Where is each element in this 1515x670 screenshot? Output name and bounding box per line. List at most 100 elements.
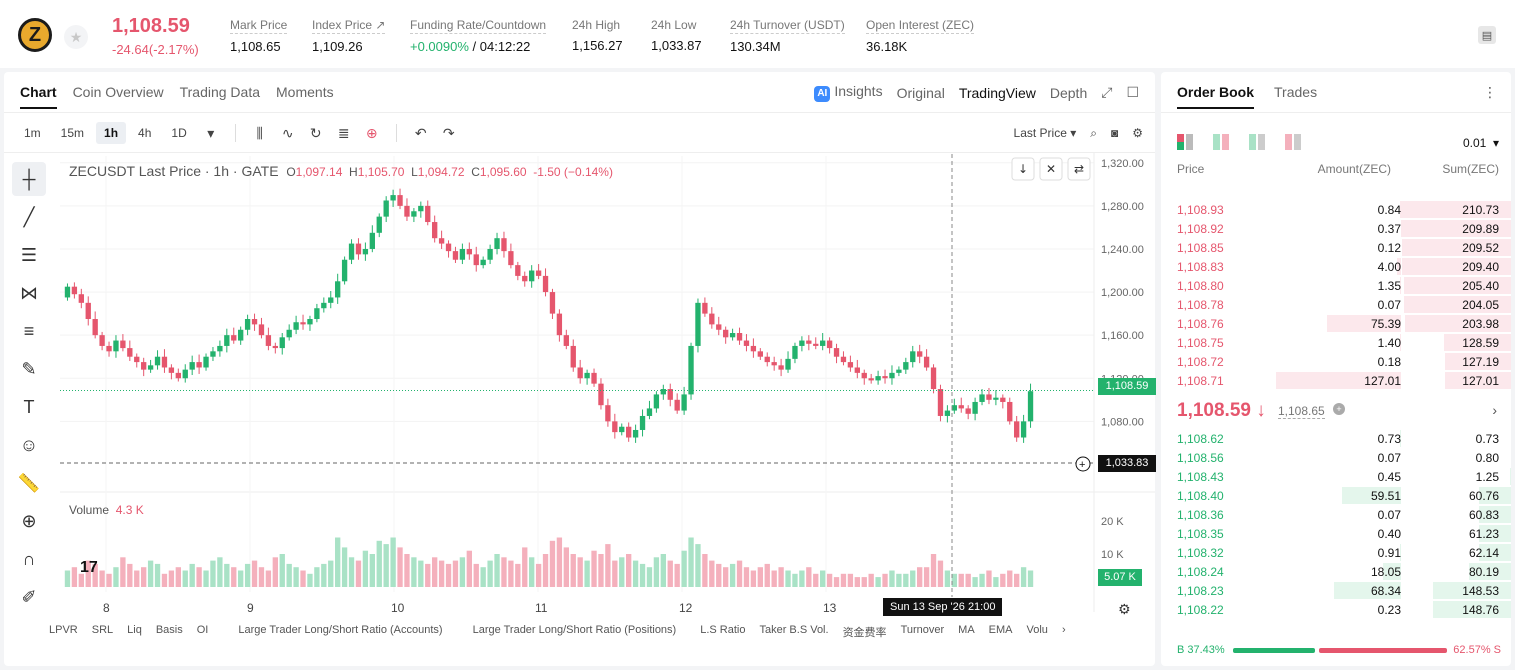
tab-moments[interactable]: Moments: [276, 84, 334, 100]
view-depth[interactable]: Depth: [1049, 84, 1088, 101]
tf-1m[interactable]: 1m: [24, 126, 41, 140]
popout-icon[interactable]: ☐: [1126, 84, 1139, 100]
redo-icon[interactable]: ↷: [442, 124, 455, 141]
candle: [681, 394, 687, 411]
replay-icon[interactable]: ↻: [309, 124, 322, 141]
tab-chart[interactable]: Chart: [20, 84, 57, 109]
volume-bar: [272, 557, 278, 587]
tab-trading-data[interactable]: Trading Data: [179, 84, 261, 100]
text-icon[interactable]: T: [23, 396, 35, 417]
ask-row[interactable]: 1,108.92 0.37 209.89: [1161, 219, 1511, 238]
horizontal-lines-icon[interactable]: ☰: [20, 244, 38, 265]
view-split-icon[interactable]: [1213, 134, 1229, 150]
candle: [709, 313, 715, 325]
ask-row[interactable]: 1,108.93 0.84 210.73: [1161, 200, 1511, 219]
insights-button[interactable]: AI Insights: [814, 83, 883, 102]
undo-icon[interactable]: ↶: [414, 124, 427, 141]
stat-index-price[interactable]: Index Price ↗ 1,109.26: [312, 18, 386, 54]
order-amount: 0.12: [1377, 241, 1401, 255]
ind-oi[interactable]: OI: [196, 624, 209, 636]
bid-row[interactable]: 1,108.35 0.40 61.23: [1161, 524, 1511, 543]
ind-ls-accounts[interactable]: Large Trader Long/Short Ratio (Accounts): [238, 624, 443, 636]
pattern-icon[interactable]: ⋈: [20, 282, 38, 303]
ind-ma[interactable]: MA: [958, 624, 975, 636]
price-chart[interactable]: 1,320.00 1,280.00 1,240.00 1,200.00 1,160.00…: [4, 72, 1155, 666]
bid-row[interactable]: 1,108.40 59.51 60.76: [1161, 486, 1511, 505]
fib-icon[interactable]: ≡: [23, 320, 35, 341]
ask-row[interactable]: 1,108.76 75.39 203.98: [1161, 314, 1511, 333]
x-tick-label: 10: [391, 601, 405, 615]
ind-basis[interactable]: Basis: [155, 624, 183, 636]
volume-bar: [639, 563, 646, 587]
bid-row[interactable]: 1,108.62 0.73 0.73: [1161, 429, 1511, 448]
tf-4h[interactable]: 4h: [138, 126, 152, 140]
view-asks-icon[interactable]: [1285, 134, 1301, 150]
add-alert-icon[interactable]: ⊕: [365, 124, 378, 141]
crosshair-icon[interactable]: ┼: [12, 162, 46, 196]
search-icon[interactable]: ⌕: [1090, 125, 1097, 140]
volume-bar: [480, 567, 486, 587]
bid-row[interactable]: 1,108.43 0.45 1.25: [1161, 467, 1511, 486]
tf-1d[interactable]: 1D: [171, 126, 187, 140]
tf-1h[interactable]: 1h: [96, 122, 127, 144]
ask-row[interactable]: 1,108.71 127.01 127.01: [1161, 371, 1511, 390]
ind-ls-positions[interactable]: Large Trader Long/Short Ratio (Positions…: [472, 624, 677, 636]
pencil-icon[interactable]: ✐: [21, 586, 37, 607]
bid-row[interactable]: 1,108.22 0.23 148.76: [1161, 600, 1511, 619]
ask-row[interactable]: 1,108.72 0.18 127.19: [1161, 352, 1511, 371]
volume-bar: [411, 557, 417, 587]
view-tradingview[interactable]: TradingView: [958, 84, 1036, 101]
view-bids-icon[interactable]: [1249, 134, 1265, 150]
ask-row[interactable]: 1,108.75 1.40 128.59: [1161, 333, 1511, 352]
view-both-icon[interactable]: [1177, 134, 1193, 150]
emoji-icon[interactable]: ☺: [19, 434, 39, 455]
chevron-right-icon[interactable]: ›: [1492, 402, 1497, 418]
bid-row[interactable]: 1,108.24 18.05 80.19: [1161, 562, 1511, 581]
ind-ema[interactable]: EMA: [988, 624, 1013, 636]
ask-row[interactable]: 1,108.78 0.07 204.05: [1161, 295, 1511, 314]
bid-row[interactable]: 1,108.56 0.07 0.80: [1161, 448, 1511, 467]
ind-ls-ratio[interactable]: L.S Ratio: [700, 624, 746, 636]
bid-row[interactable]: 1,108.32 0.91 62.14: [1161, 543, 1511, 562]
ind-lpvr[interactable]: LPVR: [49, 624, 78, 636]
expand-icon[interactable]: ⤢: [1101, 84, 1113, 100]
candle: [875, 376, 881, 381]
magnet-icon[interactable]: ∩: [22, 548, 36, 569]
volume-bar: [868, 573, 874, 587]
ruler-icon[interactable]: 📏: [17, 472, 41, 493]
indicators-icon[interactable]: ∿: [281, 124, 294, 141]
brush-icon[interactable]: ✎: [21, 358, 37, 379]
ind-volume[interactable]: Volu: [1026, 624, 1048, 636]
ask-row[interactable]: 1,108.80 1.35 205.40: [1161, 276, 1511, 295]
y-tick-label: 1,240.00: [1101, 244, 1144, 256]
ind-taker-vol[interactable]: Taker B.S Vol.: [759, 624, 829, 636]
camera-icon[interactable]: ◙: [1110, 126, 1119, 140]
trendline-icon[interactable]: ╱: [23, 206, 35, 227]
more-icon[interactable]: ⋮: [1483, 84, 1497, 100]
ind-liq[interactable]: Liq: [127, 624, 142, 636]
price-source-select[interactable]: Last Price ▾: [1013, 126, 1077, 140]
precision-select[interactable]: 0.01 ▾: [1462, 136, 1499, 150]
book-icon[interactable]: ▤: [1478, 26, 1496, 44]
zoom-in-icon[interactable]: ⊕: [21, 510, 37, 531]
favorite-star-icon[interactable]: ★: [64, 25, 88, 49]
ind-funding[interactable]: 资金费率: [842, 627, 887, 639]
bid-row[interactable]: 1,108.36 0.07 60.83: [1161, 505, 1511, 524]
drawing-tools: ┼ ╱ ☰ ⋈ ≡ ✎ T ☺ 📏 ⊕ ∩ ✐: [12, 162, 48, 618]
chevron-right-icon[interactable]: ›: [1061, 624, 1066, 636]
gear-icon[interactable]: ⚙: [1132, 126, 1143, 140]
ask-row[interactable]: 1,108.83 4.00 209.40: [1161, 257, 1511, 276]
ask-row[interactable]: 1,108.85 0.12 209.52: [1161, 238, 1511, 257]
templates-icon[interactable]: ≣: [337, 124, 350, 141]
tab-coin-overview[interactable]: Coin Overview: [72, 84, 164, 100]
view-original[interactable]: Original: [896, 84, 945, 101]
tab-trades[interactable]: Trades: [1274, 84, 1318, 100]
tf-15m[interactable]: 15m: [60, 126, 85, 140]
candle-type-icon[interactable]: ⫼: [256, 124, 263, 141]
plus-icon: +: [1079, 459, 1085, 471]
tab-order-book[interactable]: Order Book: [1177, 84, 1255, 109]
bid-row[interactable]: 1,108.23 68.34 148.53: [1161, 581, 1511, 600]
ind-srl[interactable]: SRL: [91, 624, 114, 636]
ind-turnover[interactable]: Turnover: [900, 624, 945, 636]
chevron-down-icon[interactable]: ▾: [207, 124, 215, 141]
